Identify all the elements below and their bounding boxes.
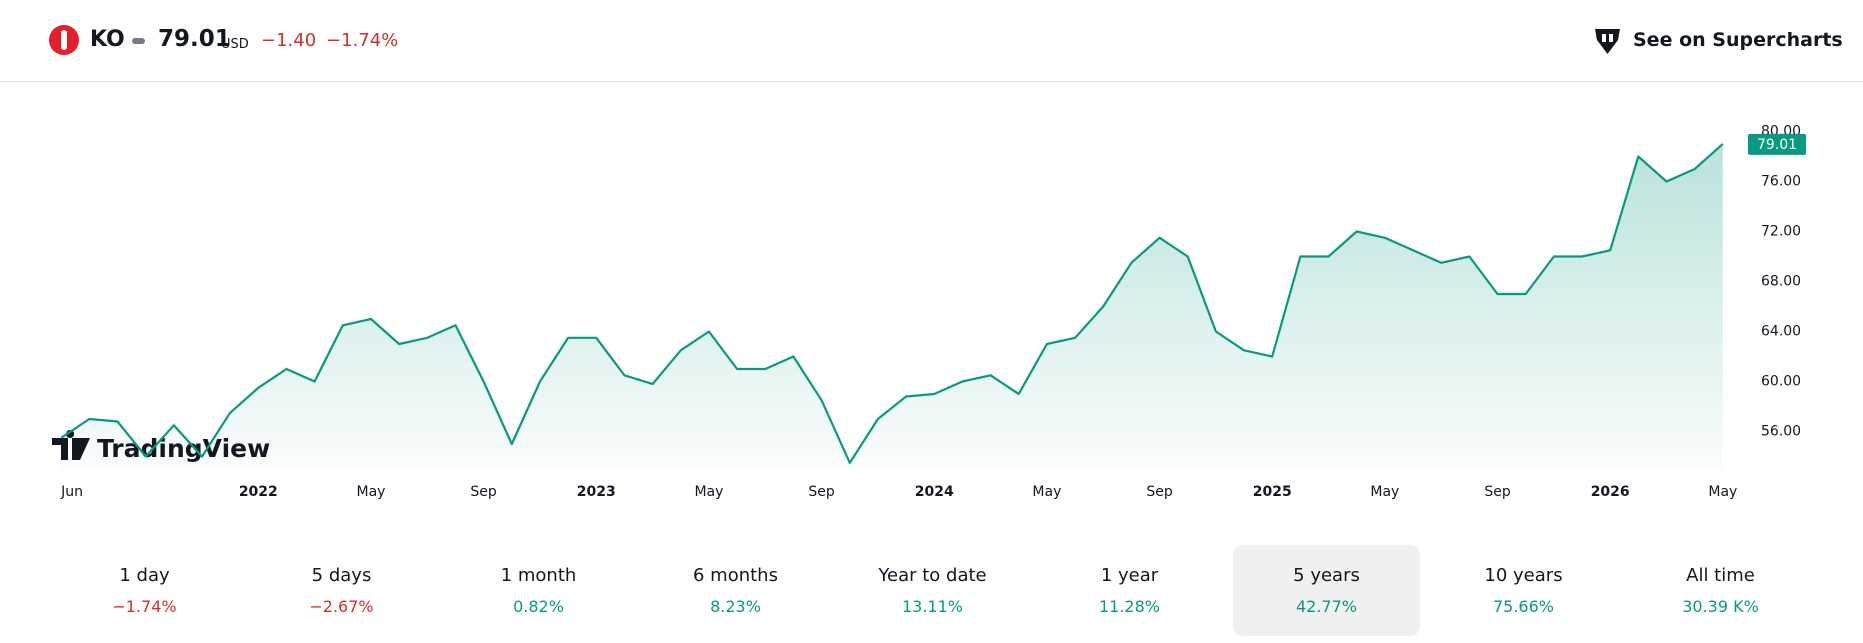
y-tick-label: 60.00 bbox=[1761, 374, 1801, 390]
period-label: 1 month bbox=[500, 565, 577, 586]
y-tick-label: 56.00 bbox=[1761, 424, 1801, 440]
x-tick-label: May bbox=[694, 484, 723, 500]
x-tick-label: 2025 bbox=[1253, 484, 1292, 500]
period-change: 13.11% bbox=[901, 597, 963, 616]
x-tick-label: Jun bbox=[60, 484, 83, 500]
x-tick-label: 2023 bbox=[577, 484, 616, 500]
x-tick-label: May bbox=[1370, 484, 1399, 500]
symbol-logo bbox=[49, 25, 79, 55]
period-change: 75.66% bbox=[1492, 597, 1554, 616]
x-tick-label: May bbox=[1032, 484, 1061, 500]
period-tab[interactable]: Year to date 13.11% bbox=[839, 545, 1026, 636]
period-tab[interactable]: 6 months 8.23% bbox=[642, 545, 829, 636]
period-tab[interactable]: 5 days −2.67% bbox=[248, 545, 435, 636]
period-label: 1 year bbox=[1100, 565, 1159, 586]
period-change: −2.67% bbox=[309, 597, 374, 616]
last-price-badge bbox=[1748, 133, 1806, 155]
period-change: 8.23% bbox=[710, 597, 761, 616]
period-label: 10 years bbox=[1484, 565, 1563, 586]
x-tick-label: Sep bbox=[1484, 484, 1511, 500]
x-tick-label: May bbox=[356, 484, 385, 500]
watermark-text: TradingView bbox=[97, 434, 270, 463]
x-tick-label: Sep bbox=[470, 484, 497, 500]
period-label: 5 days bbox=[311, 565, 372, 586]
x-tick-label: 2022 bbox=[239, 484, 278, 500]
period-label: 1 day bbox=[119, 565, 170, 586]
x-tick-label: Sep bbox=[808, 484, 835, 500]
period-tab[interactable]: 10 years 75.66% bbox=[1430, 545, 1617, 636]
y-tick-label: 68.00 bbox=[1761, 274, 1801, 290]
period-label: All time bbox=[1686, 565, 1755, 586]
period-tab[interactable]: 5 years 42.77% bbox=[1233, 545, 1420, 636]
price: 79.01 bbox=[158, 26, 231, 52]
currency: USD bbox=[221, 37, 249, 52]
change: −1.40 bbox=[261, 30, 317, 51]
period-tab[interactable]: 1 day −1.74% bbox=[51, 545, 238, 636]
supercharts-link[interactable]: See on Supercharts bbox=[1633, 29, 1843, 51]
market-status bbox=[132, 38, 145, 44]
period-change: 0.82% bbox=[513, 597, 564, 616]
y-tick-label: 72.00 bbox=[1761, 224, 1801, 240]
period-change: 42.77% bbox=[1295, 597, 1357, 616]
last-price-label: 79.01 bbox=[1757, 137, 1797, 153]
price-line bbox=[60, 143, 1724, 464]
period-label: 6 months bbox=[693, 565, 778, 586]
x-tick-label: Sep bbox=[1146, 484, 1173, 500]
chart: TradingView 56.00 60.00 64.00 68.00 72.00 76.… bbox=[52, 124, 1806, 500]
period-change: 30.39 K% bbox=[1682, 597, 1759, 616]
y-tick-label: 76.00 bbox=[1761, 174, 1801, 190]
area-fill bbox=[61, 143, 1723, 469]
x-tick-label: May bbox=[1708, 484, 1737, 500]
period-tab[interactable]: 1 year 11.28% bbox=[1036, 545, 1223, 636]
period-tab[interactable]: 1 month 0.82% bbox=[445, 545, 632, 636]
watermark: TradingView bbox=[52, 430, 270, 463]
supercharts-icon[interactable] bbox=[1592, 26, 1623, 56]
x-tick-label: 2024 bbox=[915, 484, 954, 500]
change-percent: −1.74% bbox=[326, 30, 399, 51]
period-tab[interactable]: All time 30.39 K% bbox=[1627, 545, 1814, 636]
period-label: 5 years bbox=[1293, 565, 1360, 586]
y-tick-label: 64.00 bbox=[1761, 324, 1801, 340]
period-change: −1.74% bbox=[112, 597, 177, 616]
period-label: Year to date bbox=[878, 565, 987, 586]
header: KO 79.01 USD −1.40 −1.74% See on Superch… bbox=[0, 0, 1863, 82]
x-tick-label: 2026 bbox=[1591, 484, 1630, 500]
period-change: 11.28% bbox=[1098, 597, 1160, 616]
symbol: KO bbox=[90, 27, 125, 52]
